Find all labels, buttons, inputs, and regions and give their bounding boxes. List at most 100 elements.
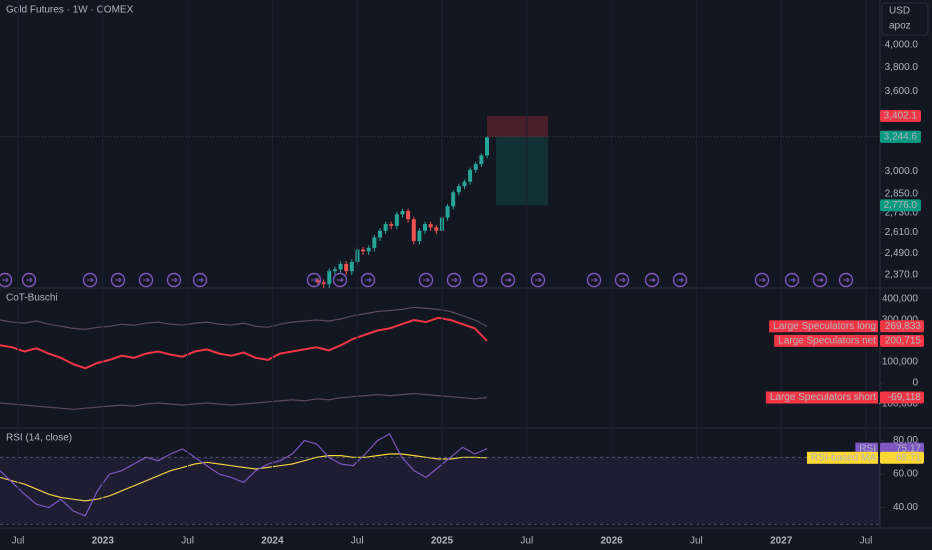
series-value: 75.17 — [896, 443, 921, 454]
series-name: Large Speculators net — [778, 335, 876, 346]
event-icon — [754, 272, 770, 288]
series-name-bg — [806, 451, 878, 464]
price-label: 3,244.6 — [884, 131, 918, 142]
y-tick-label: -100,000 — [879, 399, 919, 410]
event-icon-arrow — [87, 277, 94, 283]
y-tick-label: 3,600.0 — [885, 86, 919, 97]
y-tick-label: 2,730.0 — [885, 207, 919, 218]
y-tick-label: 2,610.0 — [885, 227, 919, 238]
x-tick-label: 2027 — [770, 536, 793, 547]
series-value: -69,118 — [888, 392, 922, 403]
event-icon — [472, 272, 488, 288]
event-icon-arrow — [817, 277, 824, 283]
event-icon — [0, 272, 13, 288]
event-icon-arrow — [451, 277, 458, 283]
event-icon — [784, 272, 800, 288]
event-icon-arrow — [619, 277, 626, 283]
event-icon-arrow — [423, 277, 430, 283]
x-tick-label: Jul — [520, 536, 533, 547]
event-icon-arrow — [143, 277, 150, 283]
event-icon — [672, 272, 688, 288]
event-icon-arrow — [2, 277, 9, 283]
event-icon — [838, 272, 854, 288]
event-icon-arrow — [843, 277, 850, 283]
event-icon — [644, 272, 660, 288]
event-icon — [166, 272, 182, 288]
currency-box[interactable] — [881, 2, 929, 36]
series-value-bg — [880, 391, 924, 404]
x-tick-label: Jul — [181, 536, 194, 547]
event-icon — [586, 272, 602, 288]
series-line — [0, 316, 488, 370]
event-icon-arrow — [26, 277, 33, 283]
y-tick-label: 0 — [912, 378, 918, 389]
series-value: 69.71 — [896, 452, 921, 463]
event-icon-arrow — [505, 277, 512, 283]
event-icon-arrow — [535, 277, 542, 283]
pane-title: RSI (14, close) — [6, 433, 72, 444]
event-icon — [138, 272, 154, 288]
event-icon-arrow — [115, 277, 122, 283]
series-value: 269,833 — [885, 321, 922, 332]
y-tick-label: 100,000 — [882, 357, 919, 368]
event-icon — [332, 272, 348, 288]
x-tick-label: Jul — [351, 536, 364, 547]
event-icon-arrow — [197, 277, 204, 283]
event-icon — [306, 272, 322, 288]
y-tick-label: 2,370.0 — [885, 269, 919, 280]
y-tick-label: 60.00 — [893, 469, 918, 480]
event-icon — [110, 272, 126, 288]
series-line — [0, 453, 488, 502]
y-tick-label: 3,000.0 — [885, 166, 919, 177]
y-tick-label: 4,000.0 — [885, 40, 919, 51]
event-icon-arrow — [649, 277, 656, 283]
event-icon-arrow — [337, 277, 344, 283]
y-tick-label: 2,850.0 — [885, 188, 919, 199]
target-zone — [496, 136, 548, 206]
x-tick-label: Jul — [690, 536, 703, 547]
x-tick-label: 2024 — [261, 536, 284, 547]
event-icon — [500, 272, 516, 288]
series-name-bg — [765, 391, 878, 404]
pane-title: CoT-Buschi — [6, 293, 58, 304]
series-name-bg — [774, 334, 878, 347]
series-value-bg — [880, 334, 924, 347]
event-icon — [360, 272, 376, 288]
x-tick-label: Jul — [12, 536, 25, 547]
stop-zone — [487, 115, 548, 137]
price-label-bg — [880, 109, 921, 122]
y-tick-label: 2,490.0 — [885, 248, 919, 259]
series-name: Large Speculators long — [773, 321, 876, 332]
event-icon — [446, 272, 462, 288]
currency[interactable]: USD — [889, 6, 910, 17]
x-tick-label: 2025 — [431, 536, 454, 547]
price-label-bg — [880, 199, 921, 212]
series-line — [0, 433, 488, 517]
event-icon-arrow — [365, 277, 372, 283]
event-icon — [614, 272, 630, 288]
series-name: RSI-based MA — [811, 452, 876, 463]
y-tick-label: 40.00 — [893, 502, 918, 513]
price-label-bg — [880, 130, 921, 143]
rsi-band — [0, 457, 880, 525]
event-icon — [418, 272, 434, 288]
event-icon-arrow — [171, 277, 178, 283]
y-tick-label: 80.00 — [893, 435, 918, 446]
series-name: RSI — [859, 443, 876, 454]
symbol-title: Gold Futures · 1W · COMEX — [6, 5, 134, 16]
series-value-bg — [880, 442, 924, 455]
y-tick-label: 400,000 — [882, 294, 919, 305]
series-line — [0, 392, 488, 410]
user[interactable]: apoz — [889, 21, 911, 32]
y-tick-label: 3,800.0 — [885, 62, 919, 73]
event-icon-arrow — [311, 277, 318, 283]
event-icon-arrow — [591, 277, 598, 283]
series-value-bg — [880, 451, 924, 464]
event-icon-arrow — [677, 277, 684, 283]
series-value: 200,715 — [885, 335, 922, 346]
x-tick-label: 2026 — [600, 536, 623, 547]
x-tick-label: Jul — [860, 536, 873, 547]
series-value-bg — [880, 320, 924, 333]
